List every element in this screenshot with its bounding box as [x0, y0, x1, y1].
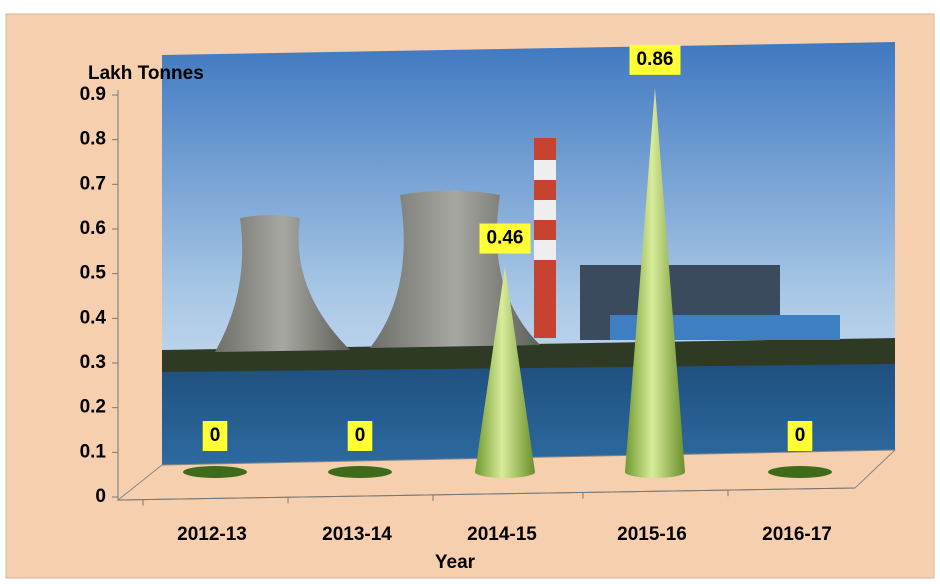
cone-base [183, 466, 247, 478]
x-axis-label: Year [435, 552, 476, 573]
y-tick-label: 0.9 [80, 84, 106, 105]
data-label: 0 [795, 425, 806, 446]
chart: Lakh Tonnes Year 0 0.1 0.2 0.3 0.4 0.5 0.6 0.7 0… [0, 0, 940, 584]
x-tick-label: 2012-13 [177, 524, 247, 545]
cone-base [768, 466, 832, 478]
x-tick-label: 2016-17 [762, 524, 832, 545]
page: Lakh Tonnes Year 0 0.1 0.2 0.3 0.4 0.5 0.6 0.7 0… [0, 0, 940, 584]
y-tick-label: 0.1 [80, 441, 107, 462]
x-tick-label: 2015-16 [617, 524, 687, 545]
cone-base [328, 466, 392, 478]
y-tick-label: 0.5 [80, 263, 107, 284]
x-tick-label: 2014-15 [467, 524, 537, 545]
data-label: 0.86 [637, 49, 674, 70]
y-tick-label: 0 [95, 486, 106, 507]
y-tick-label: 0.4 [80, 307, 107, 328]
data-label: 0 [210, 425, 221, 446]
y-tick-label: 0.3 [80, 352, 106, 373]
y-tick-label: 0.8 [80, 129, 106, 150]
y-tick-label: 0.7 [80, 173, 106, 194]
y-tick-label: 0.6 [80, 218, 106, 239]
data-label: 0.46 [487, 228, 524, 249]
y-axis-label: Lakh Tonnes [88, 63, 204, 84]
y-tick-label: 0.2 [80, 397, 106, 418]
data-label: 0 [355, 425, 366, 446]
x-tick-label: 2013-14 [322, 524, 392, 545]
